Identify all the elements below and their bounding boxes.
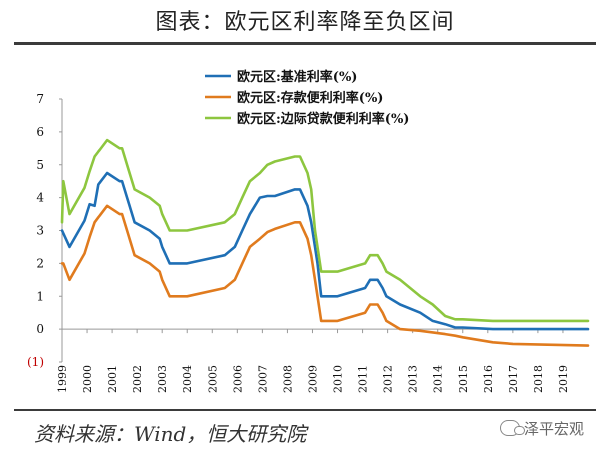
x-tick-label: 2001 (106, 365, 119, 393)
x-tick-label: 2016 (482, 365, 495, 393)
x-tick-label: 2000 (81, 365, 94, 393)
y-tick-label: 3 (36, 224, 44, 238)
x-tick-label: 2008 (281, 365, 294, 393)
x-tick-label: 2019 (557, 365, 570, 393)
y-tick-label: 2 (36, 256, 44, 270)
series-line-3 (60, 138, 590, 323)
x-tick-label: 2010 (332, 365, 345, 393)
axes: (1) 0 1 2 3 4 5 6 7 1999 2000 2001 2002 2003 2004 2005 2… (27, 92, 588, 393)
y-tick-label: 7 (36, 92, 44, 106)
y-tick-label: 0 (36, 322, 44, 336)
legend-label-2: 欧元区:存款便利利率(%) (237, 90, 383, 106)
y-tick-label: 6 (36, 125, 44, 139)
page-title: 图表：欧元区利率降至负区间 (155, 10, 455, 35)
x-tick-label: 2005 (206, 365, 219, 393)
series-lines (60, 138, 590, 347)
wechat-icon (500, 420, 525, 436)
watermark: 泽平宏观 (500, 418, 584, 439)
x-tick-label: 2007 (256, 365, 269, 393)
x-tick-label: 2004 (181, 365, 194, 393)
x-tick-label: 2015 (457, 365, 470, 393)
source-note: 资料来源：Wind，恒大研究院 (34, 422, 307, 446)
series-line-1 (60, 171, 590, 331)
x-tick-label: 2018 (532, 365, 545, 393)
x-tick-label: 2002 (131, 365, 144, 393)
y-tick-label: 1 (36, 289, 44, 303)
x-tick-label: 2003 (156, 365, 169, 393)
y-tick-label: 4 (36, 191, 44, 205)
title-divider (14, 42, 596, 45)
x-tick-label: 2014 (432, 365, 445, 393)
series-line-2 (60, 204, 590, 347)
y-tick-label: (1) (27, 355, 44, 369)
legend-label-3: 欧元区:边际贷款便利利率(%) (237, 111, 409, 127)
source-divider (14, 409, 596, 411)
legend: 欧元区:基准利率(%) 欧元区:存款便利利率(%) 欧元区:边际贷款便利利率(%) (205, 69, 409, 127)
x-tick-label: 2006 (231, 365, 244, 393)
x-tick-label: 2013 (407, 365, 420, 393)
x-tick-label: 2017 (507, 365, 520, 393)
x-tick-label: 1999 (56, 365, 69, 393)
y-tick-label: 5 (36, 158, 44, 172)
watermark-text: 泽平宏观 (524, 420, 585, 438)
legend-label-1: 欧元区:基准利率(%) (237, 69, 357, 85)
x-tick-label: 2012 (382, 365, 395, 393)
x-tick-label: 2009 (306, 365, 319, 393)
x-tick-label: 2011 (357, 365, 370, 393)
